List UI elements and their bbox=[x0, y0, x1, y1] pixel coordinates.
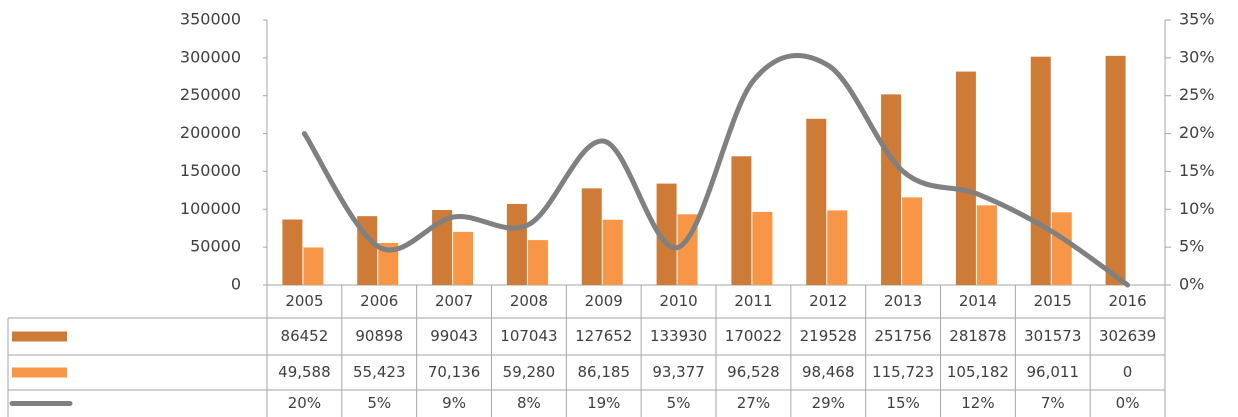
bar bbox=[581, 188, 602, 285]
y-tick-label: 50000 bbox=[190, 237, 241, 256]
category-label: 2013 bbox=[884, 292, 922, 310]
y-tick-label: 0 bbox=[231, 275, 241, 294]
table-cell: 27% bbox=[737, 394, 770, 412]
table-cell: 96,528 bbox=[727, 363, 780, 381]
table-cell: 90898 bbox=[355, 327, 403, 345]
bar bbox=[881, 94, 902, 286]
table-cell: 0% bbox=[1116, 394, 1140, 412]
table-cell: 8% bbox=[517, 394, 541, 412]
bar bbox=[902, 197, 923, 285]
legend-key bbox=[12, 331, 67, 342]
table-cell: 86452 bbox=[281, 327, 329, 345]
y2-tick-label: 5% bbox=[1179, 237, 1204, 256]
table-cell: 105,182 bbox=[947, 363, 1009, 381]
bar bbox=[602, 219, 623, 285]
bar bbox=[955, 71, 976, 285]
y-tick-label: 300000 bbox=[180, 47, 241, 66]
bar bbox=[806, 118, 827, 285]
category-label: 2012 bbox=[809, 292, 847, 310]
legend-key bbox=[12, 367, 67, 378]
y2-tick-label: 15% bbox=[1179, 161, 1215, 180]
category-label: 2005 bbox=[285, 292, 323, 310]
y2-tick-label: 30% bbox=[1179, 47, 1215, 66]
y2-tick-label: 20% bbox=[1179, 123, 1215, 142]
bar bbox=[453, 231, 474, 285]
y-tick-label: 250000 bbox=[180, 85, 241, 104]
table-cell: 15% bbox=[886, 394, 919, 412]
table-cell: 301573 bbox=[1024, 327, 1081, 345]
table-cell: 59,280 bbox=[503, 363, 556, 381]
bar bbox=[303, 247, 324, 285]
y2-tick-label: 0% bbox=[1179, 275, 1204, 294]
category-label: 2016 bbox=[1108, 292, 1146, 310]
table-cell: 9% bbox=[442, 394, 466, 412]
category-label: 2007 bbox=[435, 292, 473, 310]
y-tick-label: 150000 bbox=[180, 161, 241, 180]
table-cell: 96,011 bbox=[1027, 363, 1080, 381]
table-cell: 0 bbox=[1123, 363, 1133, 381]
bar bbox=[1030, 56, 1051, 286]
table-cell: 99043 bbox=[430, 327, 478, 345]
bar bbox=[1105, 55, 1126, 286]
bar bbox=[731, 156, 752, 285]
y2-tick-label: 25% bbox=[1179, 85, 1215, 104]
table-cell: 93,377 bbox=[652, 363, 705, 381]
table-cell: 29% bbox=[812, 394, 845, 412]
category-label: 2010 bbox=[659, 292, 697, 310]
table-cell: 219528 bbox=[800, 327, 857, 345]
table-cell: 281878 bbox=[949, 327, 1006, 345]
bar bbox=[1051, 212, 1072, 285]
y-tick-label: 100000 bbox=[180, 199, 241, 218]
table-cell: 251756 bbox=[874, 327, 931, 345]
bar bbox=[827, 210, 848, 285]
table-cell: 170022 bbox=[725, 327, 782, 345]
y-tick-label: 350000 bbox=[180, 10, 241, 29]
table-cell: 98,468 bbox=[802, 363, 855, 381]
bar bbox=[432, 210, 453, 285]
bar bbox=[527, 240, 548, 285]
table-cell: 302639 bbox=[1099, 327, 1156, 345]
y2-tick-label: 10% bbox=[1179, 199, 1215, 218]
table-cell: 5% bbox=[367, 394, 391, 412]
bar bbox=[282, 219, 303, 285]
table-cell: 7% bbox=[1041, 394, 1065, 412]
table-cell: 5% bbox=[667, 394, 691, 412]
table-cell: 55,423 bbox=[353, 363, 406, 381]
line bbox=[301, 52, 1131, 288]
table-cell: 107043 bbox=[500, 327, 557, 345]
y2-tick-label: 35% bbox=[1179, 10, 1215, 29]
bar bbox=[656, 183, 677, 285]
category-label: 2011 bbox=[734, 292, 772, 310]
table-cell: 86,185 bbox=[578, 363, 631, 381]
category-label: 2009 bbox=[585, 292, 623, 310]
category-label: 2015 bbox=[1034, 292, 1072, 310]
table-cell: 127652 bbox=[575, 327, 632, 345]
table-cell: 20% bbox=[288, 394, 321, 412]
table-cell: 70,136 bbox=[428, 363, 481, 381]
bar bbox=[752, 211, 773, 285]
table-cell: 19% bbox=[587, 394, 620, 412]
category-label: 2006 bbox=[360, 292, 398, 310]
bar bbox=[378, 243, 399, 285]
table-cell: 49,588 bbox=[278, 363, 331, 381]
table-cell: 115,723 bbox=[872, 363, 934, 381]
bar bbox=[506, 203, 527, 285]
category-label: 2008 bbox=[510, 292, 548, 310]
table-cell: 12% bbox=[961, 394, 994, 412]
bar bbox=[976, 205, 997, 285]
y-tick-label: 200000 bbox=[180, 123, 241, 142]
table-cell: 133930 bbox=[650, 327, 707, 345]
category-label: 2014 bbox=[959, 292, 997, 310]
